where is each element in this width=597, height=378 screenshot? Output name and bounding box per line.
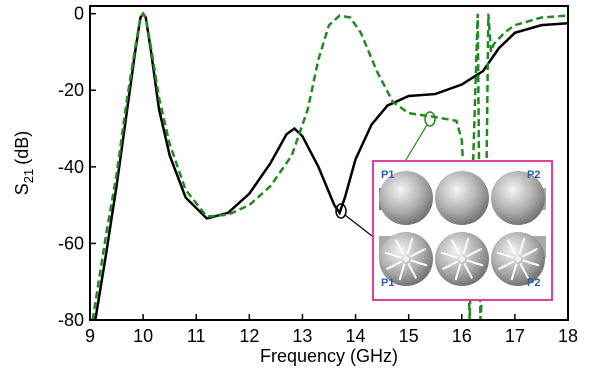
slot <box>466 259 484 267</box>
slot <box>510 263 518 281</box>
x-tick-label: 15 <box>399 326 419 346</box>
slot <box>498 260 515 271</box>
slot <box>465 247 482 258</box>
inset: P1 P2 P1 P2 <box>372 160 553 301</box>
y-label-main: S <box>12 183 32 195</box>
hub <box>459 256 465 262</box>
slot <box>496 251 514 259</box>
slot <box>386 260 403 271</box>
slot <box>518 237 526 255</box>
plot-frame <box>89 5 569 321</box>
x-axis-label: Frequency (GHz) <box>260 346 398 366</box>
port-label: P1 <box>381 277 394 289</box>
slot <box>521 247 538 258</box>
slot <box>410 259 428 267</box>
slot <box>398 263 406 281</box>
slot <box>454 263 462 281</box>
sphere <box>491 171 545 225</box>
x-tick-label: 10 <box>133 326 153 346</box>
series-line <box>91 11 568 320</box>
slot <box>440 251 458 259</box>
pointer-ellipse <box>424 111 436 127</box>
x-tick-label: 16 <box>452 326 472 346</box>
y-label-sub: 21 <box>21 169 36 183</box>
y-tick-label: 0 <box>74 4 84 24</box>
slot <box>409 247 426 258</box>
slot <box>519 262 530 279</box>
sphere <box>379 171 433 225</box>
slot <box>407 262 418 279</box>
hub <box>403 256 409 262</box>
y-tick-label: -80 <box>58 310 84 330</box>
x-tick-label: 9 <box>85 326 95 346</box>
sphere <box>435 171 489 225</box>
x-tick-label: 13 <box>292 326 312 346</box>
x-tick-label: 12 <box>239 326 259 346</box>
plot-area <box>91 11 568 320</box>
slotted-spheres <box>379 232 545 286</box>
slot <box>450 239 461 256</box>
slot <box>394 239 405 256</box>
slot <box>522 259 540 267</box>
x-tick-label: 11 <box>187 326 206 346</box>
slot <box>384 251 402 259</box>
y-tick-label: -40 <box>58 157 84 177</box>
slot <box>506 239 517 256</box>
y-axis-label: S21 (dB) <box>12 131 36 196</box>
pointer-ellipse <box>335 203 347 219</box>
port-label: P2 <box>527 277 540 289</box>
x-tick-label: 14 <box>346 326 366 346</box>
slot <box>442 260 459 271</box>
x-tick-label: 17 <box>505 326 525 346</box>
slot <box>406 237 414 255</box>
y-label-unit: (dB) <box>12 131 32 165</box>
slot <box>463 262 474 279</box>
y-tick-label: -60 <box>58 233 84 253</box>
y-tick-label: -20 <box>58 80 84 100</box>
port-label: P1 <box>381 169 394 181</box>
hub <box>515 256 521 262</box>
port-label: P2 <box>527 169 540 181</box>
x-tick-label: 18 <box>558 326 578 346</box>
slot <box>462 237 470 255</box>
